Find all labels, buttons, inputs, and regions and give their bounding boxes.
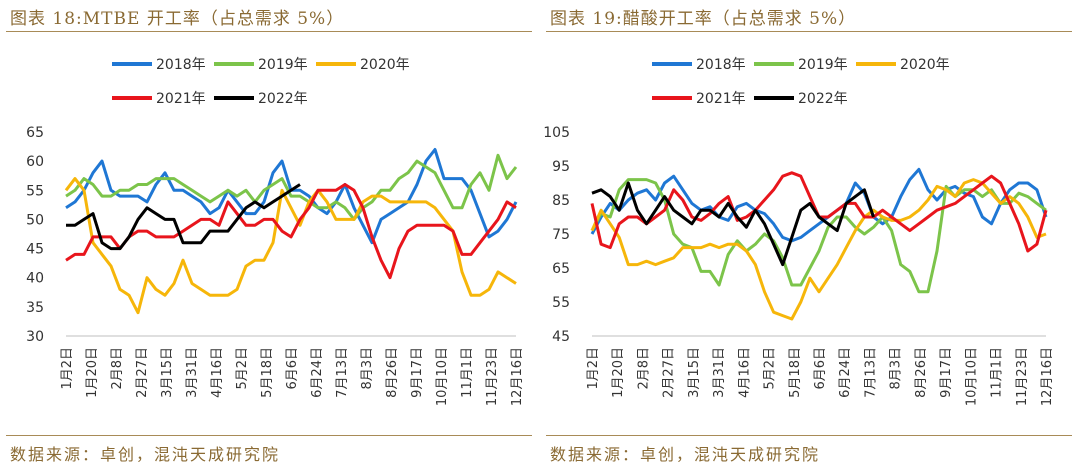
- x-tick-label: 11月1日: [990, 347, 1005, 398]
- x-tick-label: 5月18日: [788, 347, 803, 398]
- x-tick-label: 1月2日: [586, 347, 601, 390]
- x-tick-label: 8月3日: [360, 347, 375, 390]
- legend-label: 2022年: [798, 91, 848, 107]
- x-tick-label: 2月8日: [636, 347, 651, 390]
- x-tick-label: 2月8日: [110, 347, 125, 390]
- source-note: 数据来源：卓创，混沌天成研究院: [550, 445, 821, 464]
- x-tick-label: 8月26日: [914, 347, 929, 398]
- legend-label: 2018年: [696, 57, 746, 73]
- legend-item-2018年: 2018年: [652, 57, 746, 73]
- x-tick-label: 5月2日: [763, 347, 778, 390]
- y-tick-label: 75: [552, 227, 570, 243]
- series-line-2019年: [65, 153, 518, 221]
- x-tick-label: 11月23日: [485, 347, 500, 406]
- mtbe-chart: 2018年 2019年 2020年 2021年 2022年 30 35 40 45 50 55 60 6…: [26, 57, 525, 406]
- x-tick-label: 6月24日: [310, 347, 325, 398]
- legend-item-2020年: 2020年: [316, 57, 410, 73]
- x-tick-label: 1月2日: [60, 347, 75, 390]
- series-line-2020年: [590, 178, 1047, 321]
- x-tick-label: 11月1日: [460, 347, 475, 398]
- legend-item-2018年: 2018年: [112, 57, 206, 73]
- y-tick-label: 85: [552, 193, 570, 209]
- x-tick-label: 2月27日: [662, 347, 677, 398]
- x-tick-label: 6月24日: [838, 347, 853, 398]
- x-tick-label: 8月3日: [889, 347, 904, 390]
- y-tick-label: 55: [552, 295, 570, 311]
- legend-item-2019年: 2019年: [214, 57, 308, 73]
- y-tick-label: 65: [26, 125, 44, 141]
- legend-label: 2022年: [258, 91, 308, 107]
- x-tick-label: 8月26日: [385, 347, 400, 398]
- x-tick-label: 9月17日: [410, 347, 425, 398]
- acetic-acid-panel: 图表 19:醋酸开工率（占总需求 5%） 2018年 2019年 2020年 2021…: [540, 0, 1080, 472]
- y-tick-label: 45: [26, 242, 44, 258]
- legend-label: 2018年: [156, 57, 206, 73]
- x-tick-label: 6月6日: [285, 347, 300, 390]
- x-tick-label: 12月16日: [510, 347, 525, 406]
- x-tick-label: 10月10日: [435, 347, 450, 406]
- x-tick-label: 3月31日: [712, 347, 727, 398]
- legend-item-2021年: 2021年: [652, 91, 746, 107]
- x-tick-label: 3月15日: [160, 347, 175, 398]
- x-tick-label: 2月27日: [135, 347, 150, 398]
- legend-item-2022年: 2022年: [214, 91, 308, 107]
- mtbe-panel: 图表 18:MTBE 开工率（占总需求 5%） 2018年 2019年 2020年 2…: [6, 9, 532, 464]
- series-line-2018年: [590, 167, 1048, 243]
- x-tick-label: 3月15日: [687, 347, 702, 398]
- y-tick-label: 105: [543, 125, 570, 141]
- legend-label: 2021年: [156, 91, 206, 107]
- y-tick-label: 40: [26, 271, 44, 287]
- legend-label: 2019年: [798, 57, 848, 73]
- legend-label: 2019年: [258, 57, 308, 73]
- y-tick-label: 35: [26, 300, 44, 316]
- chart-title: 图表 19:醋酸开工率（占总需求 5%）: [550, 9, 857, 29]
- legend-item-2021年: 2021年: [112, 91, 206, 107]
- series-line-2020年: [64, 177, 517, 315]
- x-tick-label: 9月17日: [939, 347, 954, 398]
- x-tick-label: 6月6日: [813, 347, 828, 390]
- x-tick-label: 5月18日: [260, 347, 275, 398]
- y-tick-label: 55: [26, 183, 44, 199]
- y-tick-label: 30: [26, 329, 44, 345]
- source-note: 数据来源：卓创，混沌天成研究院: [10, 445, 281, 464]
- x-tick-label: 12月16日: [1040, 347, 1055, 406]
- x-tick-label: 7月13日: [863, 347, 878, 398]
- x-tick-label: 3月31日: [185, 347, 200, 398]
- series-line-2021年: [65, 183, 517, 280]
- legend-label: 2020年: [900, 57, 950, 73]
- legend-label: 2020年: [360, 57, 410, 73]
- x-tick-label: 5月2日: [235, 347, 250, 390]
- x-tick-label: 10月10日: [964, 347, 979, 406]
- y-tick-label: 50: [26, 212, 44, 228]
- x-tick-label: 4月16日: [210, 347, 225, 398]
- source-divider: [6, 435, 532, 436]
- legend-item-2020年: 2020年: [856, 57, 950, 73]
- series-line-2022年: [591, 181, 875, 267]
- legend-item-2019年: 2019年: [754, 57, 848, 73]
- series-line-2021年: [590, 171, 1048, 253]
- y-tick-label: 45: [552, 329, 570, 345]
- x-tick-label: 11月23日: [1015, 347, 1030, 406]
- y-tick-label: 60: [26, 154, 44, 170]
- source-divider: [546, 435, 1072, 436]
- series-line-2019年: [590, 178, 1047, 294]
- x-tick-label: 4月16日: [737, 347, 752, 398]
- x-tick-label: 1月20日: [85, 347, 100, 398]
- legend-item-2022年: 2022年: [754, 91, 848, 107]
- x-tick-label: 1月20日: [611, 347, 626, 398]
- y-tick-label: 95: [552, 159, 570, 175]
- title-divider: [6, 31, 532, 32]
- legend-label: 2021年: [696, 91, 746, 107]
- chart-title: 图表 18:MTBE 开工率（占总需求 5%）: [10, 9, 345, 29]
- series-line-2022年: [66, 183, 301, 251]
- acetic-acid-chart: 2018年 2019年 2020年 2021年 2022年 45 55 65 75 85 95 105…: [543, 57, 1055, 406]
- x-tick-label: 7月13日: [335, 347, 350, 398]
- title-divider: [546, 31, 1072, 32]
- y-tick-label: 65: [552, 261, 570, 277]
